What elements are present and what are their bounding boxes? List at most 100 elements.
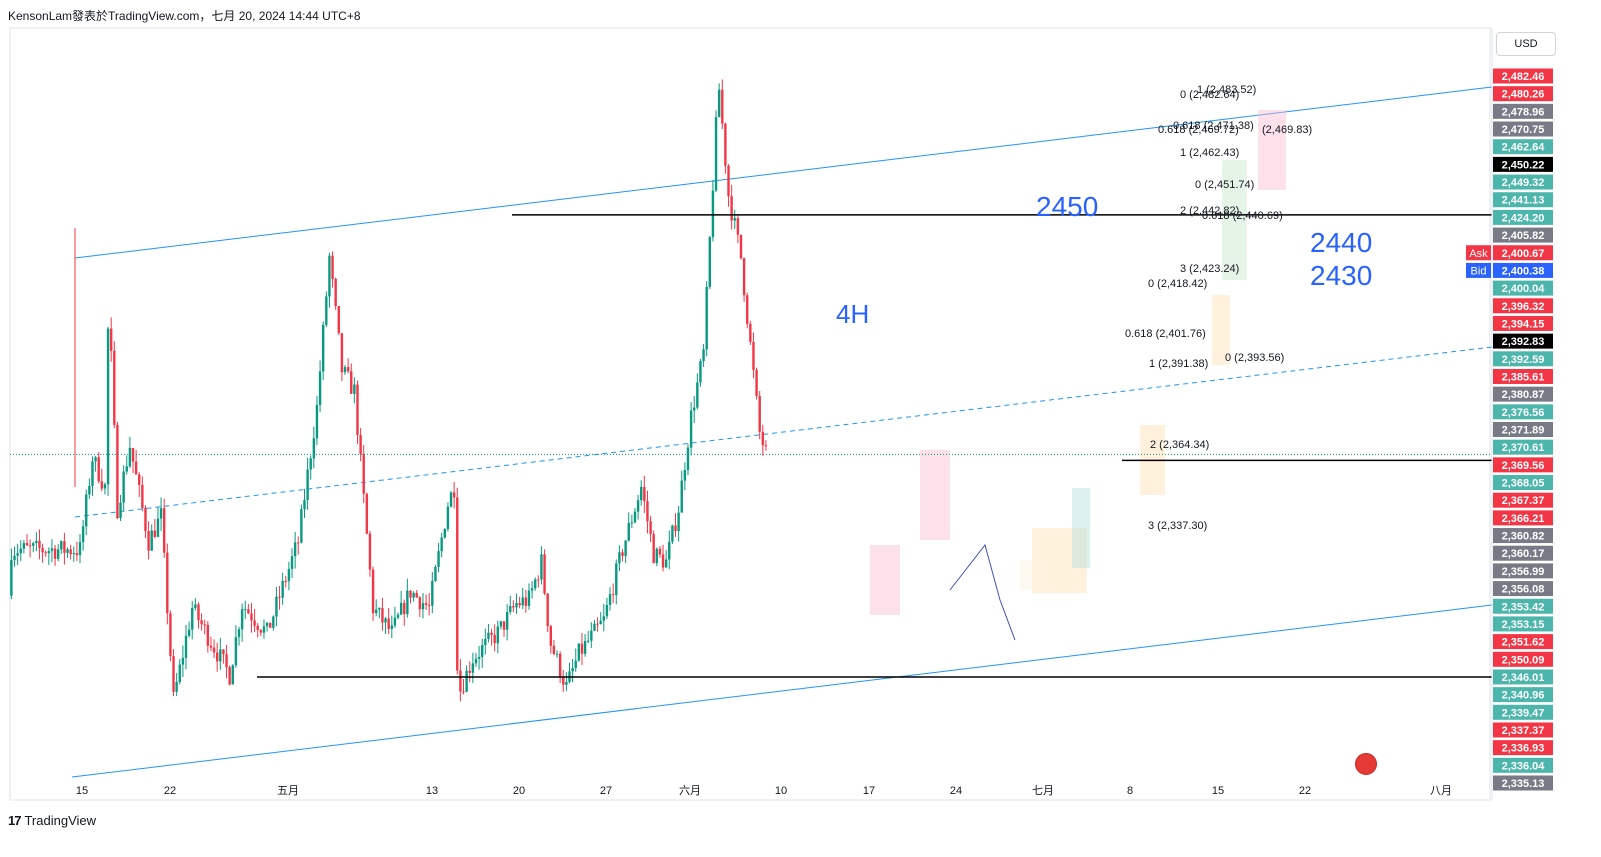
- candle-body: [717, 89, 721, 118]
- pattern-box: [1212, 295, 1230, 365]
- candle-body: [371, 569, 375, 614]
- candle-body: [393, 617, 397, 626]
- candle-body: [147, 531, 150, 551]
- candle-body: [587, 640, 590, 642]
- price-label-text: 2,482.46: [1502, 71, 1545, 83]
- candle-body: [297, 542, 300, 544]
- currency-button[interactable]: USD: [1496, 32, 1556, 56]
- tradingview-footer[interactable]: 17 TradingView: [8, 813, 96, 828]
- candle-body: [499, 621, 503, 627]
- price-label: 2,337.37: [1493, 722, 1553, 738]
- price-label-bg: [1493, 121, 1553, 137]
- candle-body: [505, 611, 509, 630]
- candle-body: [618, 552, 621, 564]
- price-label-text: 2,392.59: [1502, 354, 1545, 366]
- candle-body: [356, 384, 359, 435]
- candle-body: [325, 296, 328, 325]
- candle-body: [141, 484, 144, 508]
- candle-body: [437, 551, 440, 567]
- price-label-text: 2,353.42: [1502, 601, 1545, 613]
- candle-body: [75, 553, 79, 556]
- price-label-bg: [1493, 68, 1553, 84]
- candle-body: [47, 551, 51, 554]
- candle-body: [643, 486, 646, 502]
- price-axis[interactable]: 2,482.46 2,480.26 2,478.96 2,470.75 2,462.64…: [1466, 28, 1553, 800]
- candle-body: [340, 333, 344, 373]
- candle-body: [240, 609, 244, 630]
- candle-body: [44, 552, 47, 554]
- price-label: 2,356.08: [1493, 581, 1553, 597]
- candle-body: [365, 493, 369, 534]
- candle-body: [633, 511, 637, 523]
- price-label: 2,385.61: [1493, 368, 1553, 384]
- fib-label: 0 (2,451.74): [1195, 179, 1254, 191]
- candle-body: [558, 653, 562, 678]
- price-label: 2,392.59: [1493, 351, 1553, 367]
- price-label: 2,482.46: [1493, 68, 1553, 84]
- candle-body: [711, 190, 715, 238]
- time-axis[interactable]: 15 22 五月 13 20 27 六月 10 17 24 七月 8 15 22 八月: [76, 784, 1452, 797]
- candle-body: [253, 620, 256, 626]
- candle-body: [225, 654, 228, 668]
- candle-body: [262, 626, 266, 633]
- price-label: 2,480.26: [1493, 86, 1553, 102]
- candle-body: [381, 607, 384, 623]
- candle-body: [197, 604, 200, 621]
- us-flag-icon[interactable]: [1355, 753, 1377, 775]
- pattern-box: [1072, 488, 1090, 568]
- candle-body: [434, 566, 437, 582]
- x-tick-label: 七月: [1032, 784, 1054, 797]
- candle-body: [159, 508, 163, 519]
- candle-body: [184, 635, 188, 658]
- price-label-bg: [1493, 315, 1553, 331]
- candle-body: [41, 548, 44, 553]
- price-label: 2,336.04: [1493, 757, 1553, 773]
- candle-body: [244, 609, 247, 611]
- price-label-bg: [1493, 439, 1553, 455]
- price-label-bg: [1493, 740, 1553, 756]
- candle-body: [446, 506, 450, 529]
- candle-body: [699, 361, 702, 383]
- candle-body: [468, 670, 471, 673]
- candle-body: [524, 597, 528, 606]
- price-label-bg: [1493, 492, 1553, 508]
- price-label-bg: [1493, 510, 1553, 526]
- candle-body: [761, 431, 765, 446]
- price-label: 2,392.83: [1493, 333, 1553, 349]
- annotation-2440: 2440: [1310, 227, 1372, 258]
- price-label-bg: [1493, 422, 1553, 437]
- harmonic-pattern: [949, 543, 1016, 641]
- candle-body: [72, 553, 75, 555]
- price-label-bg: [1493, 669, 1553, 685]
- candle-body: [222, 649, 225, 655]
- price-label: 2,353.15: [1493, 616, 1553, 632]
- price-label-bg: [1493, 634, 1553, 650]
- price-label: 2,369.56: [1493, 457, 1553, 473]
- candle-body: [138, 474, 141, 485]
- price-label: 2,346.01: [1493, 669, 1553, 685]
- candle-body: [752, 341, 755, 370]
- price-label-bg: [1493, 280, 1553, 296]
- candle-body: [502, 621, 506, 630]
- candle-body: [35, 540, 38, 544]
- candle-body: [686, 447, 690, 471]
- candle-body: [702, 349, 705, 362]
- candle-body: [237, 629, 241, 638]
- candle-body: [627, 522, 630, 541]
- candle-body: [212, 647, 216, 653]
- candle-body: [272, 616, 275, 628]
- price-label: 2,370.61: [1493, 439, 1553, 455]
- candle-body: [593, 623, 596, 631]
- price-label: 2,478.96: [1493, 103, 1553, 119]
- candle-body: [287, 568, 291, 582]
- candle-body: [727, 165, 730, 197]
- candle-body: [477, 657, 481, 659]
- candle-body: [562, 677, 565, 685]
- candle-body: [764, 445, 768, 447]
- candle-body: [471, 663, 475, 673]
- price-label-text: 2,336.04: [1502, 760, 1546, 772]
- candle-body: [549, 625, 552, 646]
- candle-body: [530, 588, 534, 591]
- candle-body: [293, 542, 297, 557]
